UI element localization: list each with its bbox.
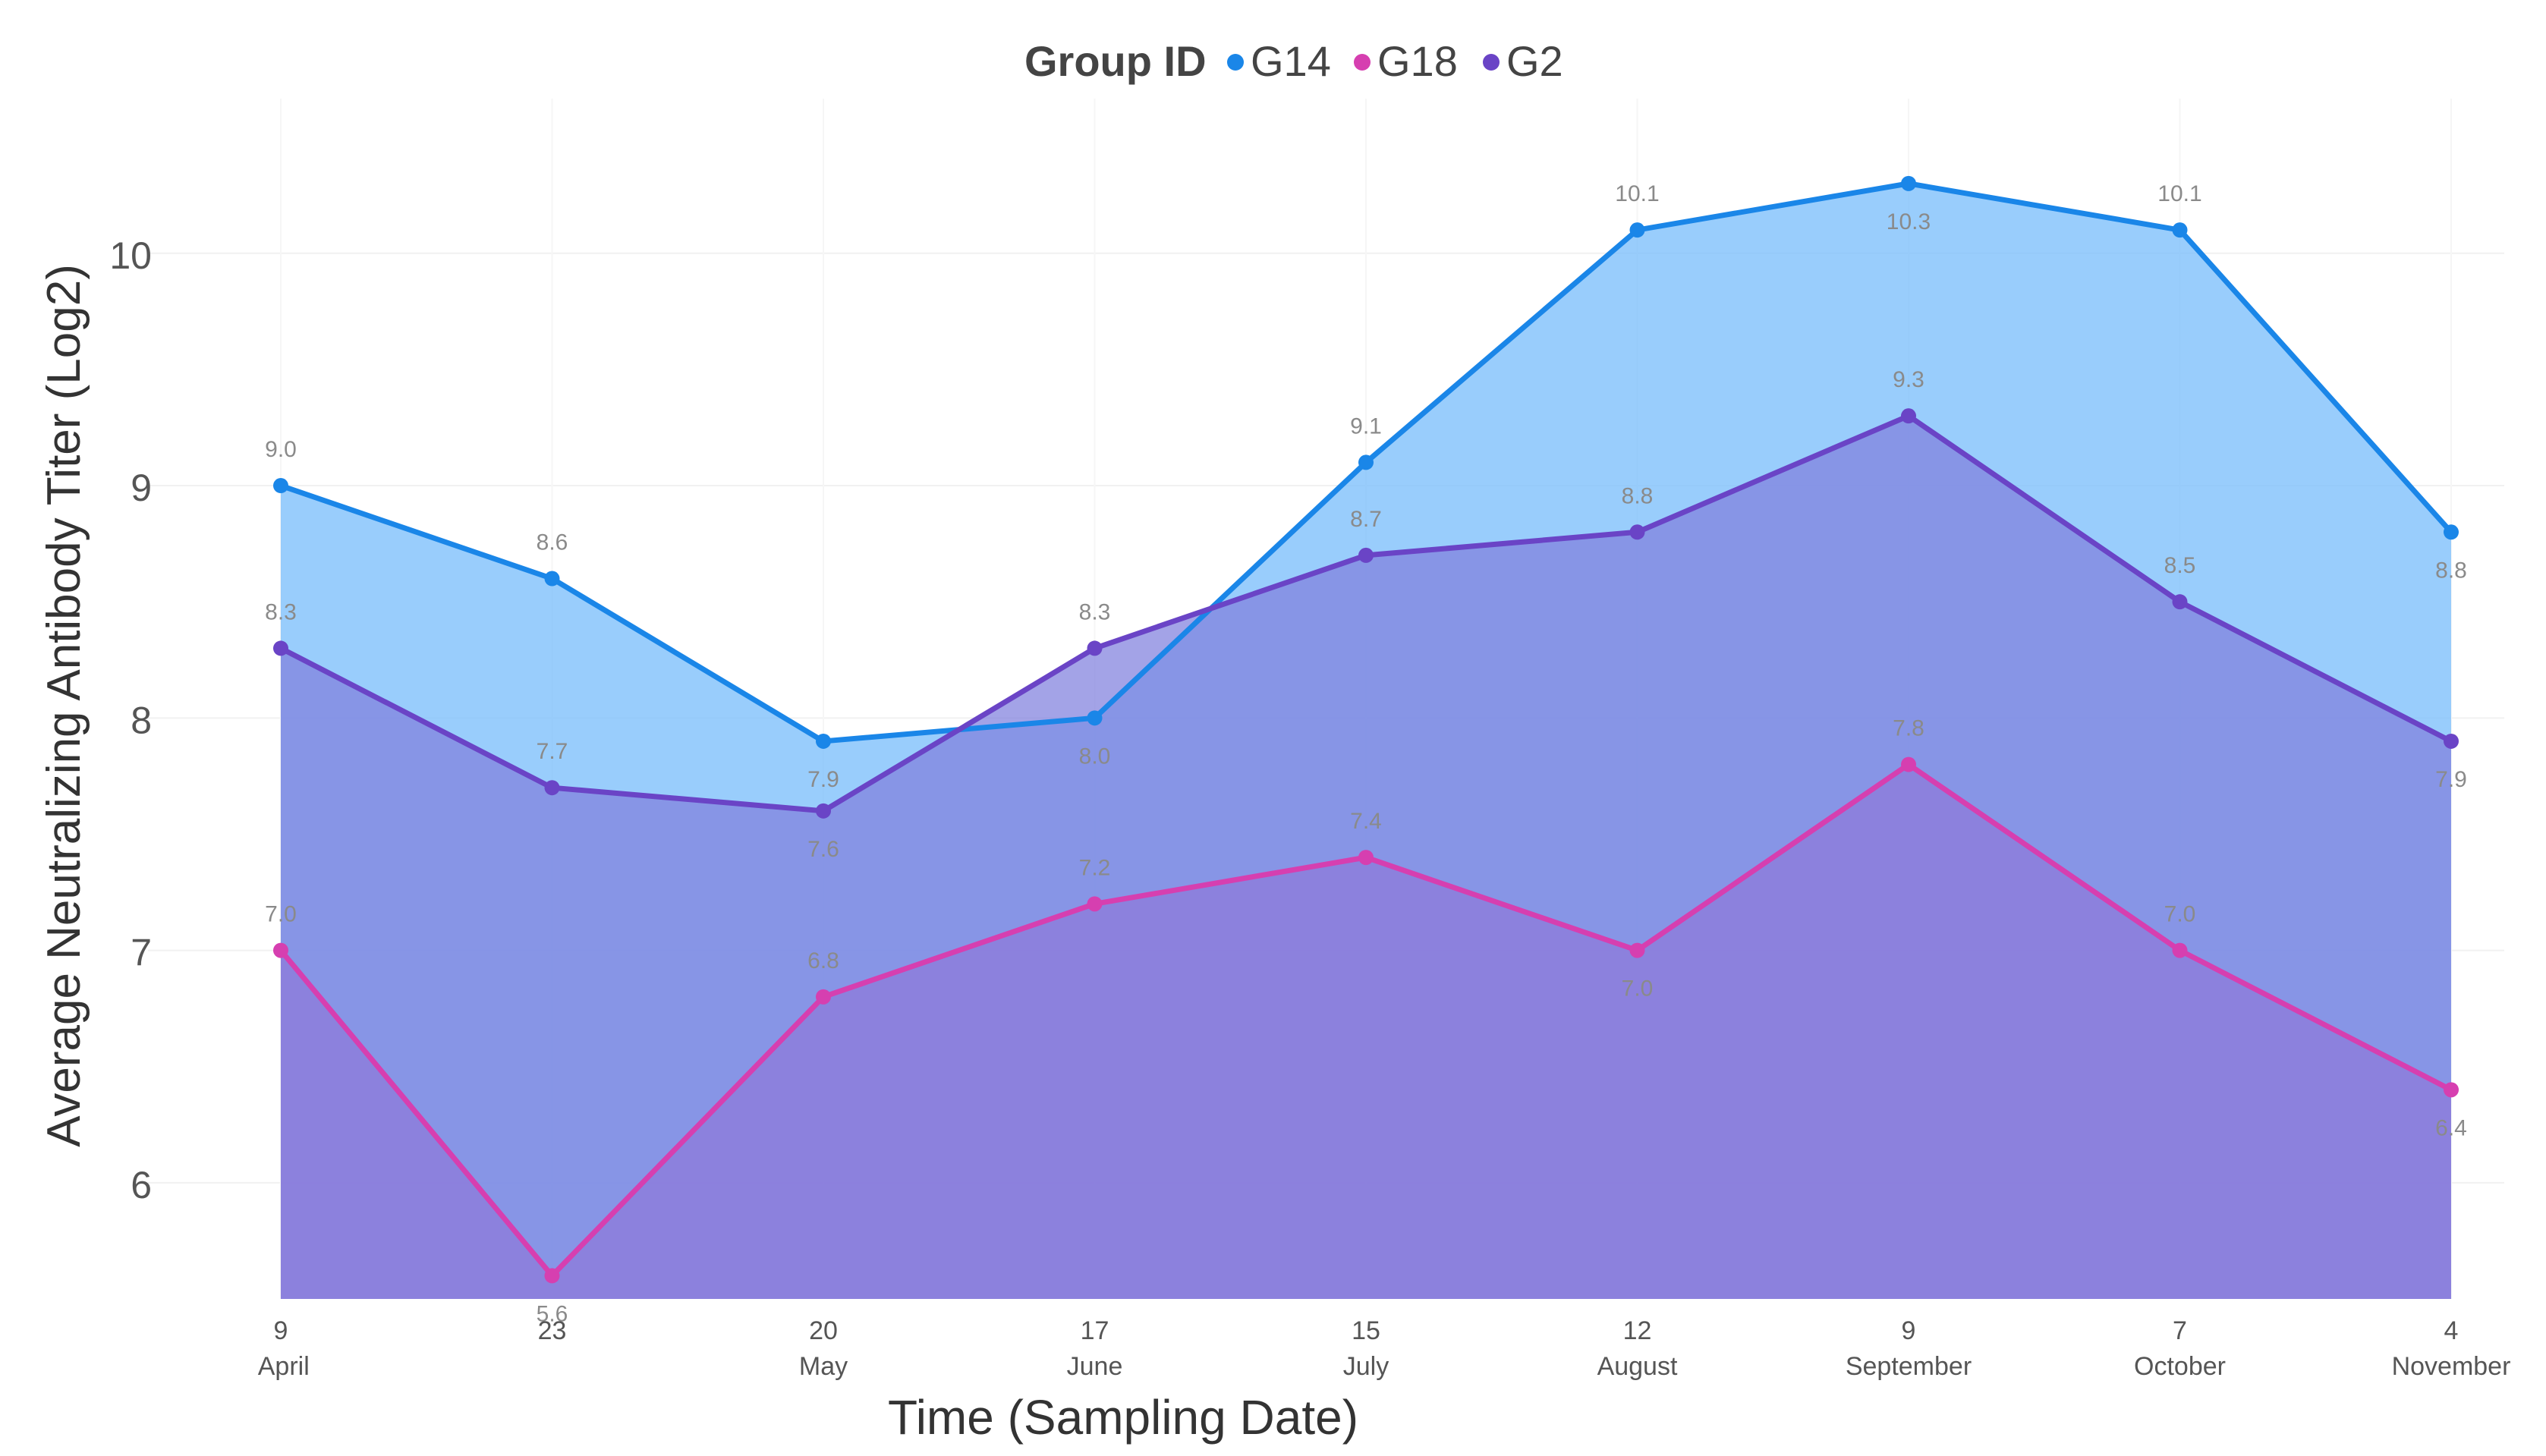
data-label-g2: 8.7 <box>1350 507 1382 532</box>
point-g18 <box>2172 942 2188 958</box>
point-layer <box>273 175 2459 1284</box>
legend-marker-g18 <box>1354 54 1371 71</box>
data-label-g14: 8.0 <box>1079 744 1111 769</box>
data-label-g2: 8.5 <box>2164 553 2196 578</box>
x-tick-day: 4 <box>2444 1316 2459 1345</box>
data-label-g14: 8.8 <box>2435 558 2467 583</box>
y-tick-label: 9 <box>131 467 152 509</box>
data-label-g18: 6.8 <box>807 948 839 973</box>
data-label-g2: 7.6 <box>807 837 839 862</box>
data-label-g2: 8.8 <box>1622 483 1654 508</box>
point-g2 <box>544 780 560 796</box>
point-g14 <box>1087 710 1103 726</box>
data-label-g14: 9.0 <box>265 437 297 462</box>
x-tick-month: June <box>1067 1352 1123 1381</box>
point-g2 <box>1358 547 1374 563</box>
data-label-g14: 10.1 <box>1615 181 1659 206</box>
data-label-g14: 7.9 <box>807 767 839 792</box>
point-g14 <box>2172 222 2188 238</box>
y-axis-title: Average Neutralizing Antibody Titer (Log… <box>38 264 90 1147</box>
x-tick-month: April <box>258 1352 310 1381</box>
point-g14 <box>2444 524 2459 540</box>
point-g18 <box>1358 850 1374 866</box>
point-g2 <box>1629 524 1645 540</box>
x-tick-day: 20 <box>809 1316 838 1345</box>
point-g18 <box>1629 942 1645 958</box>
x-tick-month: November <box>2392 1352 2511 1381</box>
data-label-g18: 7.0 <box>265 902 297 927</box>
legend-title: Group ID <box>1024 37 1207 85</box>
y-tick-label: 6 <box>131 1164 152 1206</box>
data-label-g14: 9.1 <box>1350 414 1382 439</box>
point-g18 <box>273 942 288 958</box>
x-tick-day: 23 <box>538 1316 567 1345</box>
x-tick-month: May <box>799 1352 848 1381</box>
point-g18 <box>816 989 831 1005</box>
point-g18 <box>2444 1082 2459 1098</box>
data-label-g14: 10.1 <box>2157 181 2201 206</box>
data-label-layer: 9.0 8.6 7.9 8.0 9.1 10.1 10.3 10.1 8.8 7.0 5.6 6.8 7… <box>265 181 2467 1326</box>
point-g18 <box>1087 896 1103 912</box>
x-tick-month: July <box>1343 1352 1389 1381</box>
x-tick-day: 15 <box>1352 1316 1380 1345</box>
x-tick-day: 9 <box>274 1316 288 1345</box>
legend-label-g18: G18 <box>1377 37 1458 85</box>
point-g2 <box>273 640 288 656</box>
point-g2 <box>816 803 831 819</box>
data-label-g2: 7.7 <box>537 739 568 764</box>
point-g14 <box>1629 222 1645 238</box>
point-g14 <box>1901 175 1916 191</box>
data-label-g18: 7.4 <box>1350 809 1382 834</box>
x-tick-month: October <box>2134 1352 2226 1381</box>
axis-layer: 6 7 8 9 10 9 23 20 17 15 12 9 7 4 April May June July Augu… <box>38 234 2510 1445</box>
x-tick-month: August <box>1597 1352 1678 1381</box>
point-g2 <box>1087 640 1103 656</box>
data-label-g2: 7.9 <box>2435 767 2467 792</box>
data-label-g14: 10.3 <box>1887 209 1931 234</box>
point-g18 <box>1901 756 1916 772</box>
x-tick-day: 17 <box>1081 1316 1109 1345</box>
data-label-g18: 7.0 <box>2164 902 2196 927</box>
data-label-g18: 6.4 <box>2435 1115 2467 1140</box>
legend-marker-g14 <box>1227 54 1244 71</box>
x-tick-month: September <box>1846 1352 1972 1381</box>
data-label-g14: 8.6 <box>537 530 568 555</box>
data-label-g2: 9.3 <box>1893 367 1924 392</box>
x-tick-day: 7 <box>2173 1316 2187 1345</box>
point-g18 <box>544 1268 560 1284</box>
point-g14 <box>816 733 831 749</box>
point-g14 <box>273 478 288 494</box>
x-tick-day: 9 <box>1902 1316 1916 1345</box>
point-g14 <box>1358 454 1374 470</box>
legend-label-g14: G14 <box>1251 37 1331 85</box>
data-label-g18: 7.8 <box>1893 716 1924 741</box>
data-label-g18: 7.0 <box>1622 976 1654 1002</box>
legend-label-g2: G2 <box>1506 37 1563 85</box>
x-axis-title: Time (Sampling Date) <box>888 1390 1358 1445</box>
y-tick-label: 7 <box>131 932 152 974</box>
x-tick-day: 12 <box>1623 1316 1652 1345</box>
point-g2 <box>2172 594 2188 610</box>
data-label-g2: 8.3 <box>265 599 297 624</box>
point-g2 <box>1901 408 1916 424</box>
data-label-g18: 7.2 <box>1079 855 1111 880</box>
point-g2 <box>2444 733 2459 749</box>
data-label-g2: 8.3 <box>1079 599 1111 624</box>
data-label-g18: 5.6 <box>537 1301 568 1326</box>
legend: Group ID G14 G18 G2 <box>1024 37 1563 85</box>
y-tick-label: 10 <box>109 234 152 277</box>
y-tick-label: 8 <box>131 699 152 741</box>
legend-marker-g2 <box>1483 54 1500 71</box>
point-g14 <box>544 571 560 586</box>
